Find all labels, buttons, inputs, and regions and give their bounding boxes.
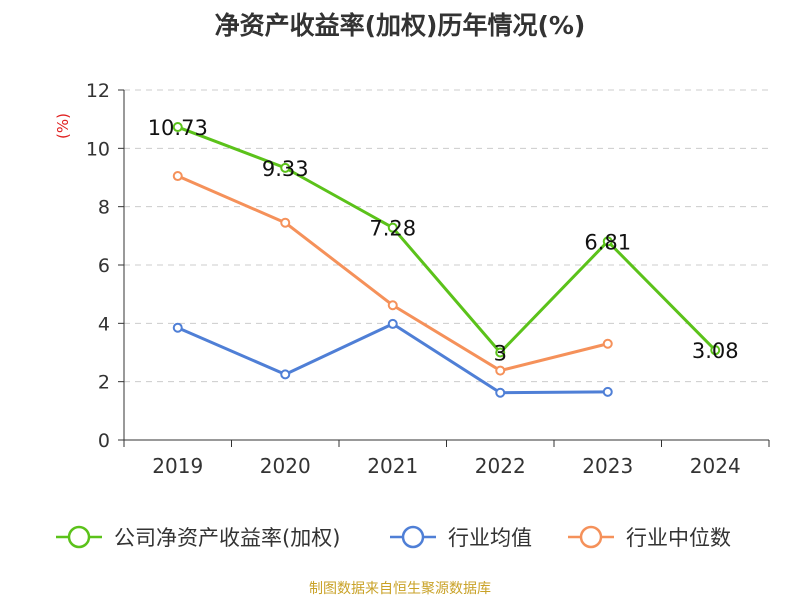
data-point	[172, 171, 183, 182]
data-point	[280, 369, 291, 380]
legend-marker	[401, 525, 425, 549]
y-tick-label: 6	[98, 255, 110, 277]
legend-label: 行业均值	[448, 526, 532, 550]
y-tick-label: 12	[86, 80, 110, 102]
x-tick-label: 2021	[367, 454, 418, 478]
data-point	[280, 162, 291, 173]
data-label: 3	[494, 342, 507, 366]
data-label: 9.33	[262, 157, 309, 181]
legend-marker	[67, 525, 91, 549]
series-line	[177, 125, 717, 354]
data-point	[710, 345, 721, 356]
data-label: 3.08	[692, 339, 739, 363]
legend-label: 行业中位数	[626, 526, 731, 550]
data-point	[495, 347, 506, 358]
x-tick-label: 2022	[475, 454, 526, 478]
data-label: 10.73	[148, 116, 208, 140]
source-note: 制图数据来自恒生聚源数据库	[309, 581, 491, 597]
data-point	[172, 122, 183, 133]
y-tick-label: 4	[98, 313, 110, 335]
y-tick-label: 8	[98, 197, 110, 219]
y-tick-label: 2	[98, 372, 110, 394]
y-axis-label: (%)	[54, 113, 72, 139]
data-point	[387, 300, 398, 311]
data-point	[495, 365, 506, 376]
data-label: 6.81	[584, 230, 631, 254]
data-point	[602, 236, 613, 247]
data-point	[387, 222, 398, 233]
data-point	[602, 338, 613, 349]
chart-title: 净资产收益率(加权)历年情况(%)	[214, 11, 586, 40]
y-tick-label: 0	[98, 430, 110, 452]
x-tick-label: 2020	[260, 454, 311, 478]
x-tick-label: 2024	[690, 454, 741, 478]
data-point	[172, 322, 183, 333]
legend-marker	[579, 525, 603, 549]
legend-label: 公司净资产收益率(加权)	[114, 526, 340, 550]
x-tick-label: 2019	[152, 454, 203, 478]
data-point	[495, 387, 506, 398]
data-label: 7.28	[369, 217, 416, 241]
data-point	[602, 386, 613, 397]
data-point	[280, 217, 291, 228]
y-tick-label: 10	[86, 138, 110, 160]
series-line	[177, 174, 609, 373]
x-tick-label: 2023	[582, 454, 633, 478]
data-point	[387, 318, 398, 329]
